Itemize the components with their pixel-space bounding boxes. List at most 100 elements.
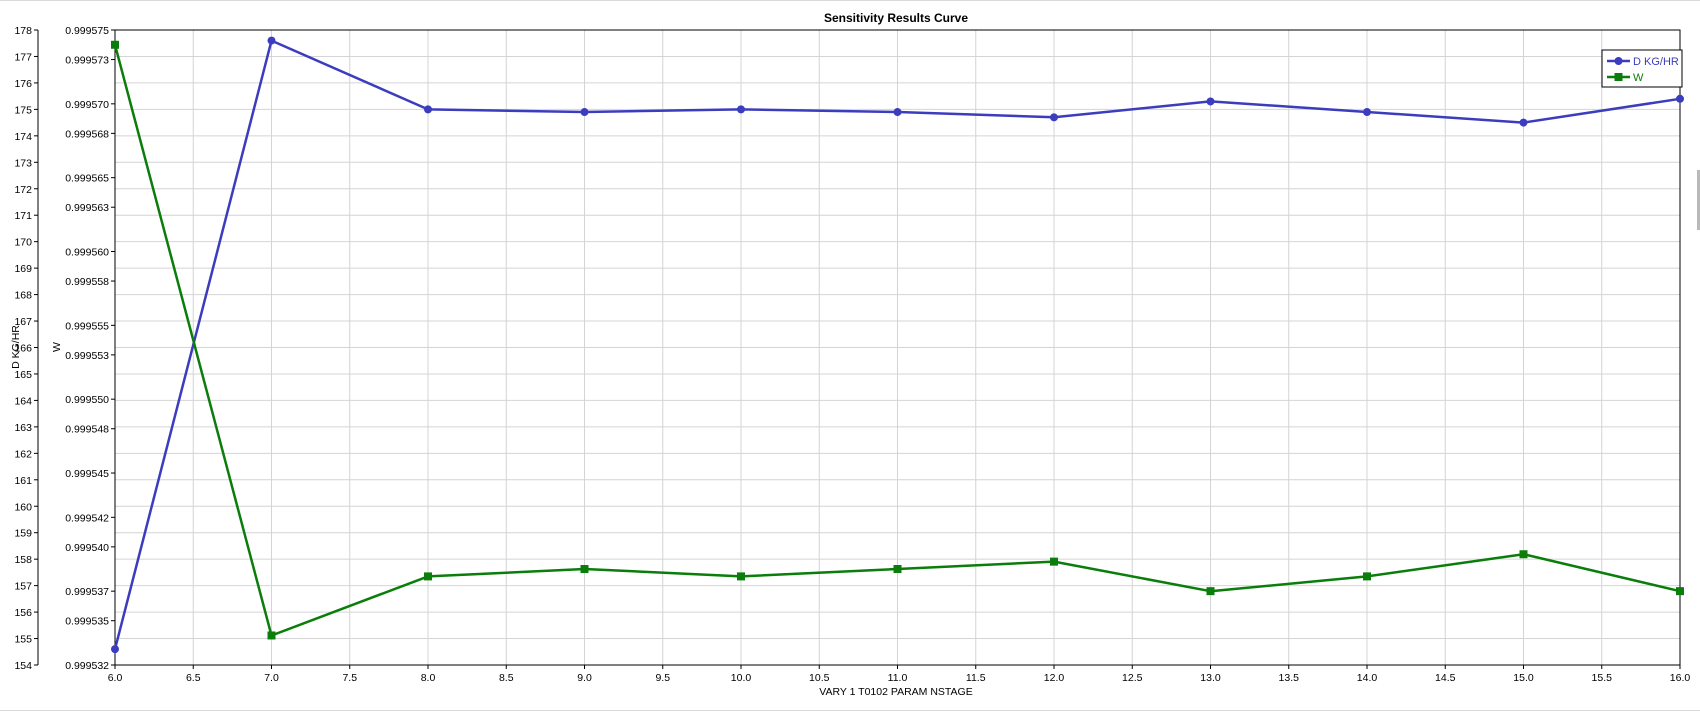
data-point-d-kg-hr[interactable] bbox=[267, 36, 276, 45]
legend-label-w: W bbox=[1633, 72, 1644, 84]
x-tick-label: 11.0 bbox=[888, 672, 908, 684]
data-point-d-kg-hr[interactable] bbox=[111, 645, 119, 654]
x-tick-label: 7.5 bbox=[342, 672, 357, 684]
y-axis-left-title: D KG/HR bbox=[10, 325, 22, 369]
y-left-tick-label: 167 bbox=[14, 316, 32, 328]
x-tick-label: 9.0 bbox=[577, 672, 592, 684]
x-tick-label: 12.5 bbox=[1122, 672, 1143, 684]
data-point-w[interactable] bbox=[1050, 557, 1058, 566]
data-point-w[interactable] bbox=[1206, 587, 1215, 596]
data-point-w[interactable] bbox=[1676, 587, 1684, 596]
data-point-d-kg-hr[interactable] bbox=[1676, 94, 1684, 103]
x-tick-label: 13.0 bbox=[1200, 672, 1221, 684]
x-tick-label: 11.5 bbox=[966, 672, 986, 684]
y-left-tick-label: 161 bbox=[14, 475, 32, 487]
y-left-tick-label: 154 bbox=[14, 660, 32, 672]
y-right-tick-label: 0.999548 bbox=[65, 424, 109, 436]
y-left-tick-label: 170 bbox=[14, 237, 32, 249]
y-right-tick-label: 0.999563 bbox=[65, 202, 109, 214]
y-right-tick-label: 0.999575 bbox=[65, 25, 109, 37]
y-right-tick-label: 0.999535 bbox=[65, 616, 109, 628]
legend-label-d: D KG/HR bbox=[1633, 56, 1679, 68]
x-tick-label: 8.0 bbox=[421, 672, 436, 684]
y-left-tick-label: 163 bbox=[14, 422, 32, 434]
y-left-tick-label: 160 bbox=[14, 501, 32, 513]
window-bottom-border bbox=[0, 710, 1700, 711]
y-left-tick-label: 158 bbox=[14, 554, 32, 566]
window-top-border bbox=[0, 0, 1700, 1]
series-layer bbox=[111, 36, 1684, 654]
y-left-tick-label: 176 bbox=[14, 78, 32, 90]
y-left-tick-label: 178 bbox=[14, 25, 32, 37]
x-tick-label: 14.0 bbox=[1357, 672, 1378, 684]
left-y-axis: 154 155 156 157 158 159 160 161 162 163 164 165 166 1… bbox=[14, 25, 39, 672]
x-tick-label: 10.0 bbox=[731, 672, 752, 684]
y-left-tick-label: 169 bbox=[14, 263, 32, 275]
y-right-tick-label: 0.999532 bbox=[65, 660, 109, 672]
y-right-tick-label: 0.999558 bbox=[65, 276, 109, 288]
y-left-tick-label: 162 bbox=[14, 448, 32, 460]
y-left-tick-label: 174 bbox=[14, 131, 32, 143]
y-right-tick-label: 0.999560 bbox=[65, 247, 109, 259]
y-right-tick-label: 0.999550 bbox=[65, 394, 109, 406]
y-left-tick-label: 159 bbox=[14, 528, 32, 540]
y-left-tick-label: 156 bbox=[14, 607, 32, 619]
data-point-w[interactable] bbox=[893, 565, 902, 574]
y-right-tick-label: 0.999565 bbox=[65, 173, 109, 185]
y-right-tick-label: 0.999540 bbox=[65, 542, 109, 554]
y-left-tick-label: 175 bbox=[14, 104, 32, 116]
data-point-w[interactable] bbox=[267, 631, 276, 640]
x-tick-label: 8.5 bbox=[499, 672, 514, 684]
window-edge-tab[interactable] bbox=[1697, 170, 1700, 230]
y-right-tick-label: 0.999570 bbox=[65, 99, 109, 111]
y-right-tick-label: 0.999545 bbox=[65, 468, 109, 480]
y-left-tick-label: 165 bbox=[14, 369, 32, 381]
x-tick-label: 9.5 bbox=[655, 672, 670, 684]
data-point-d-kg-hr[interactable] bbox=[580, 108, 589, 117]
y-right-tick-label: 0.999573 bbox=[65, 55, 109, 67]
x-tick-label: 15.5 bbox=[1592, 672, 1613, 684]
x-tick-label: 6.0 bbox=[108, 672, 123, 684]
data-point-d-kg-hr[interactable] bbox=[1519, 118, 1528, 127]
y-left-tick-label: 166 bbox=[14, 343, 32, 355]
chart-title: Sensitivity Results Curve bbox=[824, 11, 968, 25]
x-tick-label: 10.5 bbox=[809, 672, 830, 684]
y-right-tick-label: 0.999537 bbox=[65, 586, 109, 598]
x-tick-label: 16.0 bbox=[1670, 672, 1691, 684]
data-point-w[interactable] bbox=[424, 572, 432, 581]
x-tick-label: 13.5 bbox=[1279, 672, 1300, 684]
y-left-tick-label: 157 bbox=[14, 581, 32, 593]
data-point-d-kg-hr[interactable] bbox=[893, 108, 902, 117]
data-point-w[interactable] bbox=[580, 565, 589, 574]
data-point-d-kg-hr[interactable] bbox=[424, 105, 432, 114]
y-left-tick-label: 171 bbox=[14, 210, 32, 222]
data-point-d-kg-hr[interactable] bbox=[1206, 97, 1215, 106]
y-left-tick-label: 172 bbox=[14, 184, 32, 196]
legend-marker-w-square-icon bbox=[1614, 73, 1623, 81]
data-point-w[interactable] bbox=[1363, 572, 1371, 581]
y-right-tick-label: 0.999553 bbox=[65, 350, 109, 362]
data-point-w[interactable] bbox=[737, 572, 745, 581]
y-right-tick-label: 0.999555 bbox=[65, 320, 109, 332]
legend[interactable]: D KG/HR W bbox=[1601, 49, 1683, 88]
data-point-w[interactable] bbox=[1519, 550, 1528, 559]
legend-marker-d-circle-icon bbox=[1614, 57, 1623, 65]
x-tick-label: 7.0 bbox=[264, 672, 279, 684]
x-tick-label: 6.5 bbox=[186, 672, 201, 684]
y-left-tick-label: 177 bbox=[14, 51, 32, 63]
y-axis-right-title: W bbox=[51, 342, 63, 352]
x-axis-title: VARY 1 T0102 PARAM NSTAGE bbox=[819, 686, 972, 698]
y-right-tick-label: 0.999542 bbox=[65, 512, 109, 524]
y-left-tick-label: 155 bbox=[14, 634, 32, 646]
secondary-y-axis: 0.999532 0.999535 0.999537 0.999540 0.999542… bbox=[65, 25, 115, 672]
y-left-tick-label: 164 bbox=[14, 395, 32, 407]
y-left-tick-label: 173 bbox=[14, 157, 32, 169]
data-point-d-kg-hr[interactable] bbox=[737, 105, 745, 114]
x-tick-label: 15.0 bbox=[1513, 672, 1534, 684]
data-point-d-kg-hr[interactable] bbox=[1363, 108, 1371, 117]
data-point-d-kg-hr[interactable] bbox=[1050, 113, 1058, 122]
data-point-w[interactable] bbox=[111, 40, 119, 49]
x-axis: 6.0 6.5 7.0 7.5 8.0 8.5 9.0 9.5 10.0 10.5 11.0 11.5… bbox=[108, 665, 1691, 684]
